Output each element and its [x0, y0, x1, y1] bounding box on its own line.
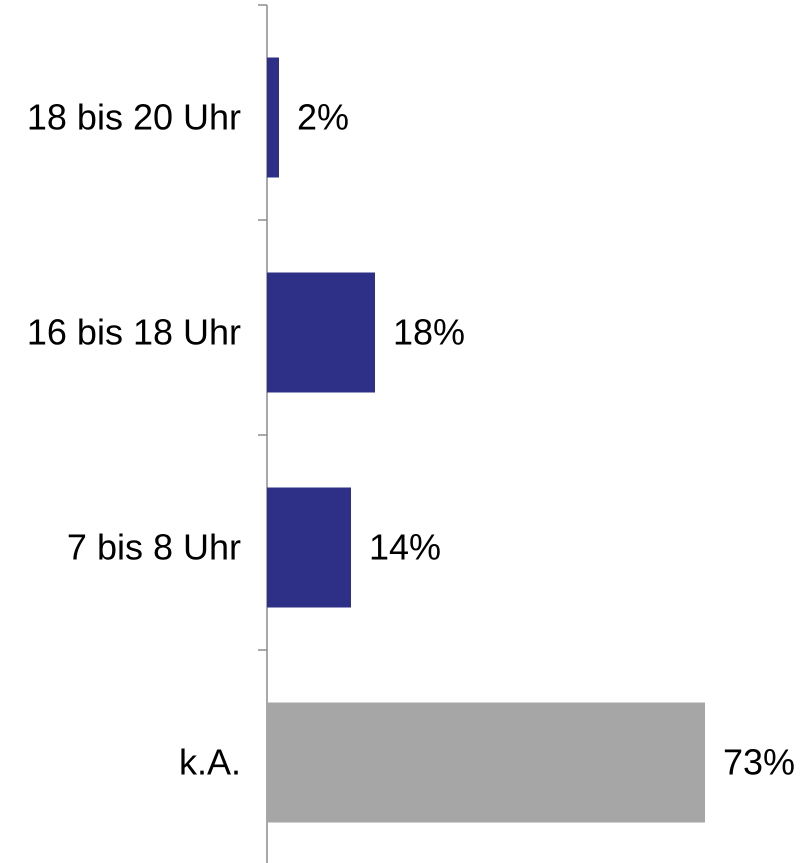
bar-4 — [267, 702, 705, 823]
bar-1 — [267, 57, 279, 178]
bars — [267, 57, 705, 823]
value-label: 18% — [393, 312, 465, 353]
bar-2 — [267, 272, 375, 393]
labels: 18 bis 20 Uhr 2% 16 bis 18 Uhr 18% 7 bis 8 U… — [27, 97, 795, 783]
category-label: 18 bis 20 Uhr — [27, 97, 241, 138]
category-label: 16 bis 18 Uhr — [27, 312, 241, 353]
category-label: k.A. — [179, 742, 241, 783]
bar-3 — [267, 487, 351, 608]
value-label: 2% — [297, 97, 349, 138]
value-label: 73% — [723, 742, 795, 783]
category-axis — [258, 4, 268, 863]
category-label: 7 bis 8 Uhr — [67, 527, 241, 568]
value-label: 14% — [369, 527, 441, 568]
